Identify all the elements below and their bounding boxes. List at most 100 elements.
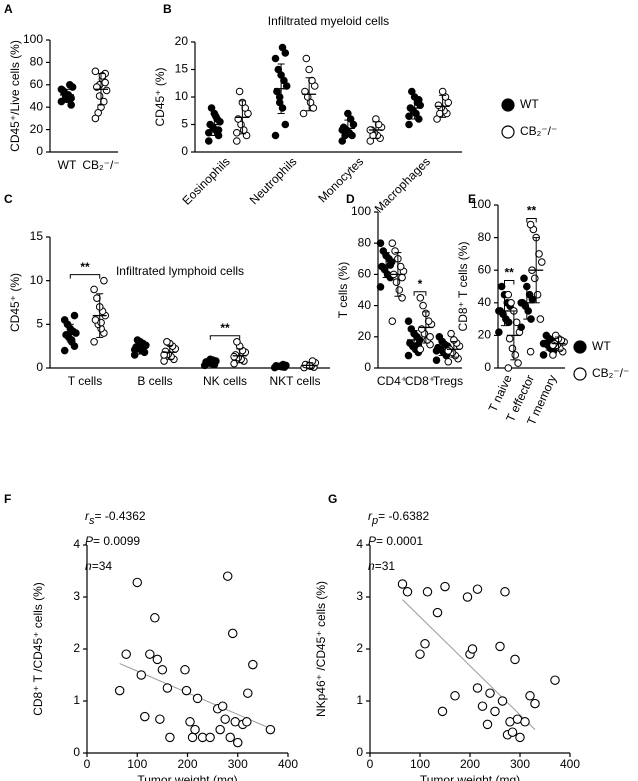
data-point — [205, 732, 215, 743]
data-point — [222, 571, 233, 581]
data-point — [230, 352, 238, 361]
data-point — [434, 101, 443, 110]
data-point — [66, 81, 74, 89]
chart-title: Infiltrated myeloid cells — [268, 14, 389, 28]
panel-letter: G — [328, 492, 337, 506]
data-point — [299, 109, 308, 118]
data-point — [490, 706, 500, 717]
legend-label: CB₂⁻/⁻ — [592, 366, 629, 380]
stat-symbol: P — [85, 534, 93, 548]
data-point — [530, 274, 539, 283]
data-point — [432, 607, 443, 618]
legend-label: CB₂⁻/⁻ — [520, 124, 557, 138]
data-point — [472, 683, 483, 693]
data-point — [537, 258, 546, 266]
data-point — [504, 290, 513, 299]
x-tick-label: 400 — [560, 757, 580, 771]
significance-bracket — [69, 274, 101, 279]
y-tick-label: 15 — [30, 229, 44, 243]
x-axis-label: Tumor weight (mg) — [137, 773, 237, 781]
significance-bracket — [413, 291, 427, 296]
x-tick-label: B cells — [137, 374, 172, 388]
data-point — [495, 328, 503, 336]
panel-letter: C — [4, 192, 13, 206]
data-point — [398, 294, 406, 302]
data-point — [550, 675, 560, 685]
data-point — [444, 347, 453, 355]
data-point — [526, 220, 535, 229]
data-point — [90, 338, 98, 346]
y-tick-label: 3 — [73, 589, 80, 603]
data-point — [404, 351, 413, 360]
data-point — [234, 115, 242, 123]
data-point — [192, 693, 203, 704]
data-point — [472, 584, 483, 594]
y-tick-label: 0 — [36, 144, 43, 158]
legend-marker — [573, 340, 587, 354]
data-point — [102, 86, 111, 95]
data-point — [378, 262, 386, 271]
data-point — [67, 336, 76, 344]
data-point — [444, 357, 453, 366]
y-tick-label: 60 — [358, 267, 372, 281]
y-tick-label: 15 — [175, 62, 189, 76]
data-point — [305, 65, 313, 74]
y-tick-label: 40 — [358, 298, 372, 312]
stat-symbol: P — [368, 534, 376, 548]
data-point — [511, 351, 520, 359]
legend-label: WT — [520, 97, 539, 111]
legend-marker — [501, 98, 515, 112]
data-point — [217, 701, 228, 711]
data-point — [510, 654, 520, 665]
y-tick-label: 100 — [351, 204, 371, 218]
x-tick-label: 0 — [367, 757, 374, 771]
significance-label: ** — [80, 260, 90, 274]
data-point — [515, 732, 525, 743]
significance-label: ** — [220, 321, 230, 335]
data-point — [404, 317, 413, 326]
data-point — [235, 87, 244, 96]
stat-value: = -0.4362 — [95, 509, 146, 523]
data-point — [338, 126, 347, 134]
stat-value: = 0.0099 — [93, 534, 140, 548]
data-point — [230, 359, 238, 368]
data-point — [97, 318, 105, 327]
data-point — [438, 87, 447, 96]
data-point — [207, 104, 216, 112]
stat-symbol: n — [85, 559, 92, 573]
data-point — [101, 78, 109, 87]
data-point — [70, 311, 79, 320]
y-tick-label: 60 — [478, 262, 492, 276]
data-point — [432, 347, 441, 355]
x-tick-label: CB₂⁻/⁻ — [82, 158, 119, 172]
data-point — [232, 128, 241, 137]
data-point — [397, 579, 408, 589]
panel-letter: E — [468, 192, 476, 206]
data-point — [121, 649, 131, 659]
y-axis-label: NKp46⁺ /CD45⁺ cells (%) — [314, 581, 328, 717]
data-point — [422, 587, 433, 597]
stat-subscript: p — [371, 515, 378, 527]
data-point — [204, 128, 213, 137]
data-point — [67, 101, 75, 109]
stat-text: n=31 — [368, 559, 395, 573]
data-point — [248, 659, 258, 670]
stat-symbol: r — [368, 509, 373, 523]
data-point — [165, 732, 175, 743]
y-tick-label: 20 — [30, 122, 44, 136]
data-point — [160, 357, 168, 365]
data-point — [536, 315, 545, 323]
data-point — [215, 724, 225, 735]
data-point — [482, 719, 493, 730]
data-point — [520, 274, 528, 283]
data-point — [376, 239, 385, 247]
y-tick-label: 1 — [73, 693, 80, 707]
data-point — [181, 685, 192, 696]
data-point — [136, 670, 147, 680]
x-tick-label: NK cells — [203, 374, 247, 388]
y-tick-label: 20 — [478, 328, 492, 342]
y-axis-label: CD8⁺ T cells (%) — [456, 242, 470, 332]
data-point — [398, 273, 406, 282]
data-point — [152, 654, 163, 665]
